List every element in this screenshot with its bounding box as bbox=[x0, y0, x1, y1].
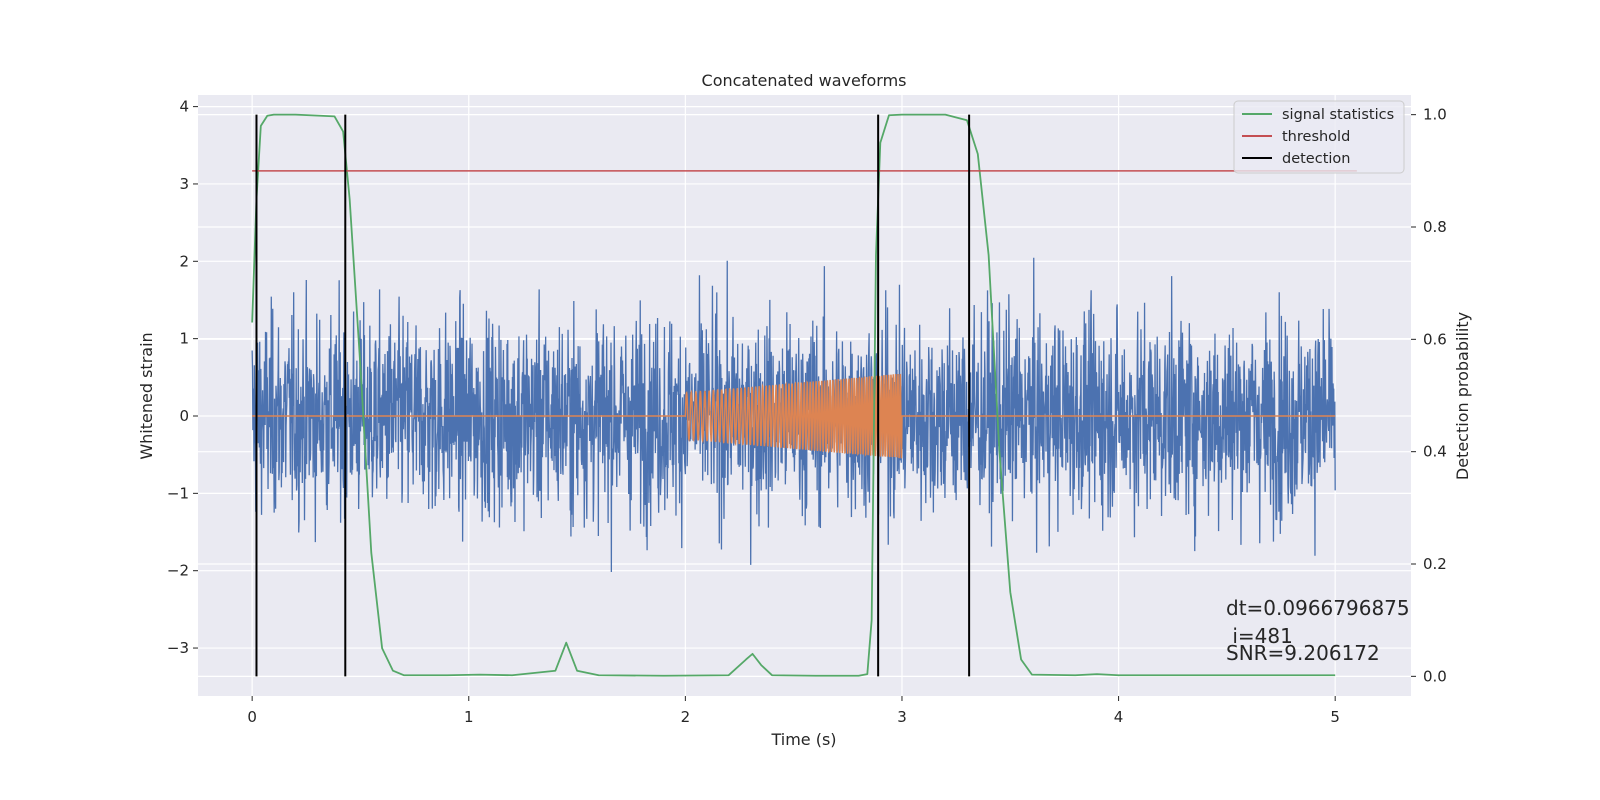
y-tick-label-left-2: −1 bbox=[167, 484, 189, 502]
y-tick-label-left-5: 2 bbox=[179, 252, 189, 270]
y-tick-label-left-4: 1 bbox=[179, 330, 189, 348]
y-tick-label-right-0: 0.0 bbox=[1423, 667, 1447, 685]
signal-statistics-line bbox=[251, 113, 1336, 677]
x-tick-label-2: 2 bbox=[681, 708, 691, 726]
waveform-series bbox=[252, 373, 1336, 459]
x-tick-label-3: 3 bbox=[897, 708, 907, 726]
legend-label-threshold: threshold bbox=[1282, 129, 1350, 145]
x-axis-label: Time (s) bbox=[770, 730, 836, 749]
annotation-dt: dt=0.0966796875 bbox=[1226, 596, 1410, 620]
strain-line bbox=[251, 257, 1336, 572]
strain-series bbox=[251, 257, 1336, 572]
waveform-line bbox=[252, 373, 1336, 459]
y-tick-label-right-2: 0.4 bbox=[1423, 443, 1447, 461]
legend-label-detection: detection bbox=[1282, 151, 1350, 167]
y-tick-label-left-7: 4 bbox=[179, 98, 189, 116]
y-axis-label-right: Detection probability bbox=[1453, 312, 1472, 480]
axes: 0 1 2 3 4 5 −3 −2 −1 0 1 2 3 4 0.0 0.2 0.4 0.6 0.8 1.0 bbox=[167, 98, 1447, 726]
y-tick-label-right-3: 0.6 bbox=[1423, 330, 1447, 348]
y-tick-label-left-1: −2 bbox=[167, 562, 189, 580]
y-tick-label-left-3: 0 bbox=[179, 407, 189, 425]
legend-label-signal-statistics: signal statistics bbox=[1282, 107, 1394, 123]
detection-series bbox=[255, 114, 971, 677]
legend-box bbox=[1233, 100, 1405, 174]
signal-statistics-series bbox=[251, 113, 1336, 677]
y-tick-label-right-1: 0.2 bbox=[1423, 555, 1447, 573]
x-tick-label-0: 0 bbox=[247, 708, 257, 726]
y-axis-label-left: Whitened strain bbox=[137, 332, 156, 459]
x-tick-label-4: 4 bbox=[1114, 708, 1124, 726]
annotation-index: i=481 bbox=[1226, 624, 1293, 648]
legend: signal statistics threshold detection bbox=[1233, 100, 1405, 174]
y-tick-label-right-5: 1.0 bbox=[1423, 106, 1447, 124]
annotation-snr: SNR=9.206172 bbox=[1226, 641, 1380, 665]
chart-title: Concatenated waveforms bbox=[702, 71, 907, 90]
x-tick-label-1: 1 bbox=[464, 708, 474, 726]
y-tick-label-left-6: 3 bbox=[179, 175, 189, 193]
y-tick-label-right-4: 0.8 bbox=[1423, 218, 1447, 236]
x-tick-label-5: 5 bbox=[1330, 708, 1340, 726]
y-tick-label-left-0: −3 bbox=[167, 639, 189, 657]
